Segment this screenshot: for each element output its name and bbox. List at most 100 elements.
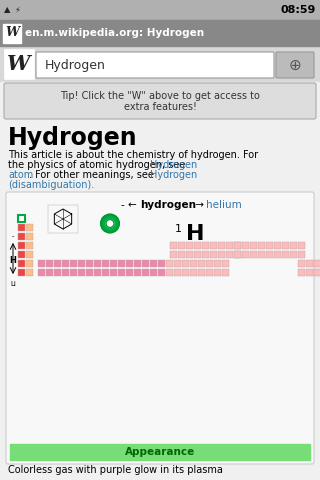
Bar: [70, 269, 77, 276]
Bar: [38, 269, 45, 276]
Bar: [226, 242, 233, 249]
Bar: [142, 260, 149, 267]
Bar: [158, 269, 165, 276]
Bar: [78, 260, 85, 267]
Bar: [250, 242, 257, 249]
Bar: [118, 269, 125, 276]
Text: atom: atom: [8, 170, 33, 180]
Bar: [18, 215, 25, 222]
Bar: [202, 242, 209, 249]
Text: ▲: ▲: [4, 5, 11, 14]
Text: Hydrogen: Hydrogen: [150, 160, 197, 170]
Bar: [190, 260, 197, 267]
Bar: [134, 260, 141, 267]
Bar: [186, 242, 193, 249]
Bar: [206, 260, 213, 267]
Bar: [298, 269, 305, 276]
Bar: [314, 260, 320, 267]
Bar: [186, 251, 193, 258]
Bar: [26, 224, 33, 231]
FancyBboxPatch shape: [36, 52, 274, 78]
Bar: [166, 260, 173, 267]
Bar: [18, 233, 25, 240]
Bar: [38, 260, 45, 267]
Bar: [0, 82, 320, 120]
Bar: [4, 49, 34, 79]
Bar: [218, 242, 225, 249]
FancyBboxPatch shape: [276, 52, 314, 78]
Text: helium: helium: [206, 200, 242, 210]
Bar: [234, 251, 241, 258]
Bar: [198, 260, 205, 267]
Bar: [306, 260, 313, 267]
Bar: [206, 269, 213, 276]
Bar: [46, 260, 53, 267]
Bar: [226, 251, 233, 258]
Text: →: →: [192, 200, 207, 210]
Bar: [0, 120, 320, 480]
Bar: [282, 251, 289, 258]
Bar: [26, 242, 33, 249]
Bar: [290, 251, 297, 258]
Bar: [242, 251, 249, 258]
Bar: [178, 242, 185, 249]
Bar: [150, 260, 157, 267]
Text: H: H: [10, 256, 16, 265]
Text: Appearance: Appearance: [125, 447, 195, 457]
Text: W: W: [7, 54, 31, 74]
Bar: [234, 251, 241, 258]
Circle shape: [101, 215, 119, 232]
Text: Hydrogen: Hydrogen: [45, 59, 106, 72]
Bar: [3, 24, 21, 43]
Bar: [150, 269, 157, 276]
Bar: [210, 251, 217, 258]
Text: This article is about the chemistry of hydrogen. For: This article is about the chemistry of h…: [8, 150, 258, 160]
Bar: [94, 260, 101, 267]
Bar: [242, 242, 249, 249]
FancyBboxPatch shape: [4, 83, 316, 119]
Bar: [26, 251, 33, 258]
Bar: [298, 251, 305, 258]
Bar: [214, 269, 221, 276]
Bar: [166, 269, 173, 276]
Text: Hydrogen: Hydrogen: [150, 170, 197, 180]
Bar: [234, 242, 241, 249]
Bar: [194, 242, 201, 249]
Bar: [210, 242, 217, 249]
Bar: [94, 269, 101, 276]
Text: H: H: [186, 224, 204, 244]
Bar: [118, 260, 125, 267]
Bar: [182, 260, 189, 267]
Bar: [174, 269, 181, 276]
Text: the physics of atomic hydrogen, see: the physics of atomic hydrogen, see: [8, 160, 188, 170]
Bar: [26, 269, 33, 276]
Text: ⊕: ⊕: [289, 58, 301, 72]
Bar: [48, 205, 78, 233]
Bar: [258, 251, 265, 258]
Bar: [266, 251, 273, 258]
Bar: [306, 269, 313, 276]
Bar: [102, 269, 109, 276]
Bar: [26, 260, 33, 267]
Text: (disambiguation).: (disambiguation).: [8, 180, 94, 190]
Bar: [170, 242, 177, 249]
Text: ⚡: ⚡: [14, 5, 20, 14]
Text: 1: 1: [175, 224, 182, 234]
Bar: [18, 224, 25, 231]
Bar: [170, 251, 177, 258]
Bar: [102, 260, 109, 267]
Bar: [26, 233, 33, 240]
Bar: [62, 269, 69, 276]
Bar: [70, 260, 77, 267]
Bar: [110, 260, 117, 267]
Bar: [222, 260, 229, 267]
Bar: [214, 260, 221, 267]
Text: Colorless gas with purple glow in its plasma: Colorless gas with purple glow in its pl…: [8, 465, 223, 475]
Text: hydrogen: hydrogen: [140, 200, 196, 210]
Text: extra features!: extra features!: [124, 102, 196, 112]
Bar: [250, 251, 257, 258]
Bar: [126, 269, 133, 276]
Bar: [222, 269, 229, 276]
Bar: [266, 242, 273, 249]
Bar: [46, 269, 53, 276]
